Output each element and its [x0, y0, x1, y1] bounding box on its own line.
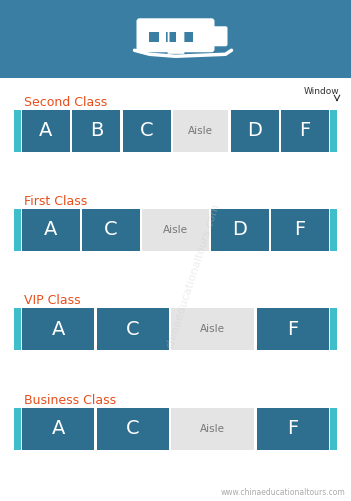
Bar	[330, 209, 337, 251]
Bar	[330, 408, 337, 450]
Text: C: C	[126, 419, 140, 438]
Bar	[171, 308, 254, 350]
FancyBboxPatch shape	[137, 18, 214, 52]
Text: A: A	[51, 320, 65, 339]
Bar	[22, 110, 70, 152]
Bar	[22, 209, 80, 251]
Text: chinaeducationaltours.com: chinaeducationaltours.com	[165, 202, 221, 349]
Text: D: D	[247, 121, 262, 140]
Text: Aisle: Aisle	[200, 324, 225, 334]
Text: C: C	[140, 121, 153, 140]
Bar	[143, 209, 208, 251]
Text: F: F	[287, 320, 299, 339]
Bar	[166, 32, 176, 42]
Text: D: D	[233, 220, 247, 239]
Text: Aisle: Aisle	[200, 424, 225, 434]
Text: Aisle: Aisle	[188, 126, 213, 136]
Text: C: C	[104, 220, 118, 239]
Bar	[22, 408, 94, 450]
Bar	[14, 408, 21, 450]
FancyBboxPatch shape	[210, 26, 227, 46]
Text: A: A	[51, 419, 65, 438]
Text: Aisle: Aisle	[163, 225, 188, 235]
Bar	[330, 308, 337, 350]
Bar	[330, 110, 337, 152]
Text: C: C	[126, 320, 140, 339]
Bar	[257, 308, 329, 350]
Text: First Class: First Class	[24, 195, 87, 208]
Bar	[123, 110, 171, 152]
Text: F: F	[294, 220, 306, 239]
Bar	[271, 209, 329, 251]
Text: Window: Window	[303, 87, 339, 96]
Bar	[148, 32, 159, 42]
Bar	[171, 408, 254, 450]
Bar	[0, 0, 351, 78]
Bar	[14, 209, 21, 251]
Text: A: A	[39, 121, 53, 140]
Text: VIP Class: VIP Class	[24, 294, 81, 307]
Text: F: F	[287, 419, 299, 438]
Text: Second Class: Second Class	[24, 96, 107, 109]
Text: B: B	[90, 121, 103, 140]
Bar	[183, 32, 192, 42]
Bar	[97, 308, 169, 350]
Bar	[14, 110, 21, 152]
Bar	[14, 308, 21, 350]
Bar	[97, 408, 169, 450]
Text: F: F	[299, 121, 311, 140]
Bar	[173, 110, 228, 152]
Bar	[257, 408, 329, 450]
Bar	[82, 209, 140, 251]
Bar	[22, 308, 94, 350]
Bar	[72, 110, 120, 152]
Text: 🚆: 🚆	[166, 21, 185, 54]
Text: www.chinaeducationaltours.com: www.chinaeducationaltours.com	[220, 488, 345, 497]
Bar	[211, 209, 269, 251]
Text: Business Class: Business Class	[24, 394, 116, 407]
Text: A: A	[44, 220, 58, 239]
Bar	[281, 110, 329, 152]
Bar	[231, 110, 279, 152]
